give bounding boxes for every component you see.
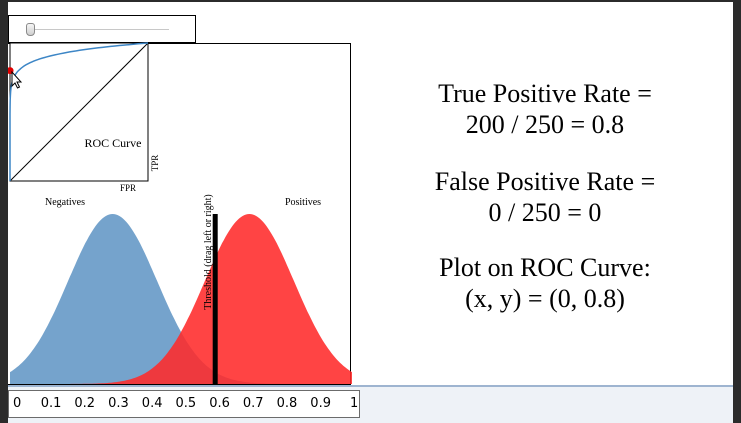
negatives-label: Negatives: [45, 197, 85, 208]
roc-x-label: FPR: [120, 183, 136, 193]
tpr-heading: True Positive Rate =: [438, 79, 652, 108]
axis-tick-label: 0.3: [108, 396, 129, 411]
fpr-block: False Positive Rate = 0 / 250 = 0: [360, 166, 730, 228]
threshold-bar[interactable]: [212, 214, 218, 384]
axis-tick-label: 0.4: [141, 396, 163, 411]
plot-heading: Plot on ROC Curve:: [439, 253, 651, 282]
roc-title: ROC Curve: [85, 136, 142, 150]
axis-tick-label: 0.7: [242, 396, 264, 411]
threshold-axis: 0 0.1 0.2 0.3 0.4 0.5 0.6 0.7 0.8 0.9 1: [8, 390, 360, 418]
threshold-slider[interactable]: [8, 15, 196, 43]
plot-point: (x, y) = (0, 0.8): [465, 284, 625, 313]
axis-bar: 0 0.1 0.2 0.3 0.4 0.5 0.6 0.7 0.8 0.9 1: [8, 385, 733, 423]
axis-tick-label: 0.2: [74, 396, 96, 411]
plot-block: Plot on ROC Curve: (x, y) = (0, 0.8): [360, 252, 730, 314]
tpr-block: True Positive Rate = 200 / 250 = 0.8: [360, 78, 730, 140]
axis-tick-label: 0: [13, 396, 22, 411]
axis-tick-label: 0.5: [175, 396, 197, 411]
positives-label: Positives: [285, 197, 321, 208]
axis-tick-label: 1: [350, 396, 359, 411]
roc-diagonal: [9, 42, 149, 182]
axis-tick-label: 0.1: [40, 396, 62, 411]
fpr-formula: 0 / 250 = 0: [488, 198, 602, 227]
slider-thumb[interactable]: [26, 23, 35, 36]
tpr-formula: 200 / 250 = 0.8: [465, 110, 625, 139]
roc-y-label: TPR: [150, 155, 160, 172]
distribution-plot-frame: [8, 43, 351, 385]
fpr-heading: False Positive Rate =: [434, 167, 656, 196]
negatives-distribution: [10, 214, 352, 384]
slider-track[interactable]: [29, 29, 169, 30]
axis-tick-label: 0.9: [310, 396, 331, 411]
axis-tick-label: 0.8: [276, 396, 298, 411]
mouse-cursor-icon: [11, 70, 23, 89]
threshold-label: Threshold (drag left or right): [203, 194, 214, 310]
positives-distribution: [10, 214, 352, 384]
axis-tick-label: 0.6: [209, 396, 230, 411]
